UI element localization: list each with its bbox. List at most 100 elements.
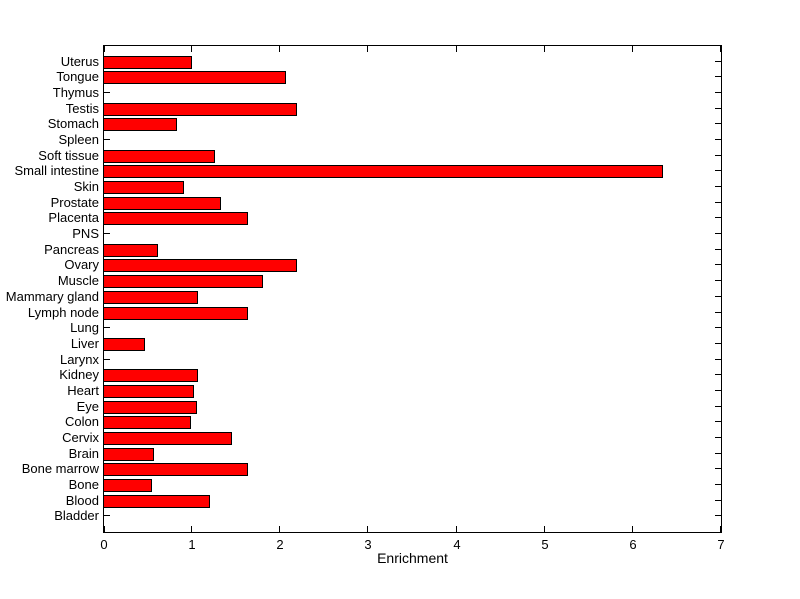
y-tick-left [104, 233, 110, 234]
category-label-colon: Colon [65, 414, 99, 429]
x-tick-bottom [456, 526, 457, 532]
category-label-liver: Liver [70, 336, 99, 351]
category-label-ovary: Ovary [64, 257, 99, 272]
category-label-brain: Brain [68, 446, 99, 461]
category-label-uterus: Uterus [60, 54, 99, 69]
bar-skin [104, 181, 184, 194]
y-tick-right [715, 343, 721, 344]
bar-heart [104, 385, 194, 398]
y-tick-right [715, 437, 721, 438]
y-tick-right [715, 327, 721, 328]
bar-prostate [104, 197, 221, 210]
y-tick-left [104, 515, 110, 516]
category-label-heart: Heart [67, 383, 99, 398]
bar-muscle [104, 275, 263, 288]
category-label-prostate: Prostate [50, 195, 99, 210]
bar-bone [104, 479, 152, 492]
x-tick-label-7: 7 [717, 537, 725, 552]
bar-small-intestine [104, 165, 663, 178]
x-tick-label-2: 2 [276, 537, 284, 552]
category-label-blood: Blood [65, 493, 99, 508]
category-label-tongue: Tongue [56, 69, 99, 84]
y-tick-right [715, 406, 721, 407]
category-label-pns: PNS [72, 226, 99, 241]
bar-pancreas [104, 244, 158, 257]
y-tick-right [715, 484, 721, 485]
x-tick-top [632, 46, 633, 52]
y-tick-right [715, 374, 721, 375]
bar-eye [104, 401, 197, 414]
category-label-thymus: Thymus [52, 85, 99, 100]
x-tick-bottom [191, 526, 192, 532]
y-tick-right [715, 108, 721, 109]
y-tick-right [715, 249, 721, 250]
category-label-small-intestine: Small intestine [14, 163, 99, 178]
category-label-larynx: Larynx [59, 352, 99, 367]
bar-uterus [104, 56, 192, 69]
y-tick-right [715, 233, 721, 234]
category-label-placenta: Placenta [48, 210, 99, 225]
y-tick-left [104, 327, 110, 328]
category-label-bone-marrow: Bone marrow [21, 461, 99, 476]
x-tick-top [104, 46, 105, 52]
bar-stomach [104, 118, 177, 131]
y-tick-right [715, 359, 721, 360]
y-tick-right [715, 390, 721, 391]
category-label-pancreas: Pancreas [44, 242, 99, 257]
y-tick-right [715, 500, 721, 501]
x-tick-top [191, 46, 192, 52]
x-tick-bottom [720, 526, 721, 532]
y-tick-right [715, 453, 721, 454]
y-tick-right [715, 139, 721, 140]
bar-cervix [104, 432, 232, 445]
bar-tongue [104, 71, 286, 84]
plot-area [103, 45, 722, 533]
category-label-testis: Testis [65, 101, 99, 116]
category-label-kidney: Kidney [59, 367, 99, 382]
bar-blood [104, 495, 210, 508]
x-tick-label-1: 1 [188, 537, 196, 552]
y-tick-right [715, 61, 721, 62]
bar-testis [104, 103, 297, 116]
x-tick-top [456, 46, 457, 52]
x-tick-label-4: 4 [453, 537, 461, 552]
y-tick-right [715, 186, 721, 187]
bar-kidney [104, 369, 198, 382]
y-tick-right [715, 421, 721, 422]
category-label-lymph-node: Lymph node [27, 305, 99, 320]
bar-ovary [104, 259, 297, 272]
bar-placenta [104, 212, 248, 225]
x-tick-label-5: 5 [541, 537, 549, 552]
y-tick-right [715, 76, 721, 77]
category-label-cervix: Cervix [62, 430, 99, 445]
x-tick-bottom [104, 526, 105, 532]
x-tick-label-3: 3 [364, 537, 372, 552]
y-tick-right [715, 170, 721, 171]
category-label-bladder: Bladder [54, 508, 99, 523]
category-label-bone: Bone [68, 477, 99, 492]
y-tick-right [715, 202, 721, 203]
y-tick-right [715, 515, 721, 516]
category-label-mammary-gland: Mammary gland [5, 289, 99, 304]
x-tick-label-0: 0 [100, 537, 108, 552]
y-tick-left [104, 92, 110, 93]
y-tick-right [715, 217, 721, 218]
x-tick-top [544, 46, 545, 52]
y-tick-right [715, 296, 721, 297]
bar-lymph-node [104, 307, 248, 320]
category-label-stomach: Stomach [47, 116, 99, 131]
category-label-muscle: Muscle [57, 273, 99, 288]
category-label-soft-tissue: Soft tissue [38, 148, 99, 163]
x-tick-bottom [544, 526, 545, 532]
y-tick-right [715, 92, 721, 93]
category-label-spleen: Spleen [58, 132, 99, 147]
x-tick-label-6: 6 [629, 537, 637, 552]
bar-liver [104, 338, 145, 351]
bar-colon [104, 416, 191, 429]
x-tick-bottom [632, 526, 633, 532]
bar-mammary-gland [104, 291, 198, 304]
x-axis-label: Enrichment [377, 550, 448, 566]
y-tick-left [104, 139, 110, 140]
y-tick-left [104, 359, 110, 360]
